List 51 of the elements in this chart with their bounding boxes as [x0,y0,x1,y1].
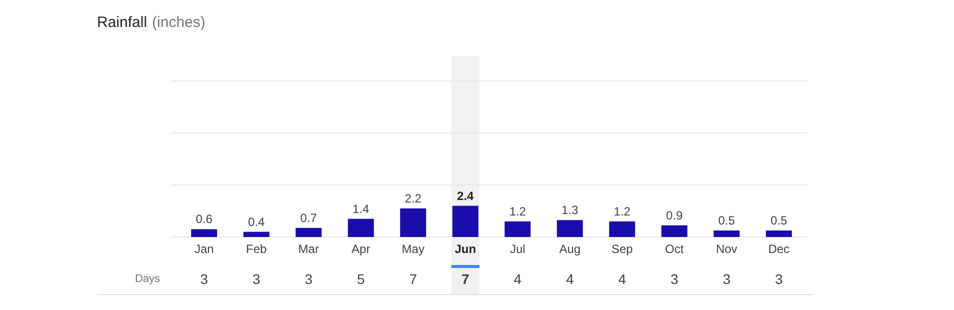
data-label: 0.9 [666,208,684,222]
bar [556,220,583,237]
data-label: 1.2 [614,204,631,218]
text: 3 [722,271,731,287]
x-tick-label: Sep [611,242,634,256]
text: 3 [304,271,313,287]
x-tick-label: Oct [665,242,684,256]
bar [766,230,792,237]
data-label: 0.5 [718,214,736,228]
x-tick-label: Dec [768,242,790,256]
x-tick-label: Jan [194,242,214,256]
x-tick-label: Nov [716,242,738,256]
x-tick-label: Jul [510,242,526,256]
text: 3 [200,271,208,287]
x-tick-label: Mar [298,242,319,256]
data-label: 0.7 [300,210,318,225]
text: 4 [566,271,574,287]
x-tick-label: Apr [352,242,370,256]
data-label: 0.5 [770,214,788,228]
chart-subtitle: (inches) [152,14,206,31]
data-label: 0.6 [196,212,213,226]
bar [661,225,688,237]
bar [609,221,636,237]
bar [348,218,374,237]
data-label: 1.4 [352,202,370,216]
bar [714,230,740,237]
text: 3 [670,271,678,287]
x-tick-label: Aug [559,242,581,256]
text: 3 [252,271,260,287]
text: 3 [774,271,783,287]
data-label: 1.2 [509,204,526,218]
text: 4 [618,271,626,287]
data-label: 2.4 [457,188,474,203]
text: 7 [461,271,470,287]
data-label: 2.2 [404,191,422,206]
x-tick-label: Feb [246,242,268,256]
data-label: 0.4 [248,214,266,229]
chart-title: Rainfall [97,14,148,31]
x-tick-label: May [402,242,424,256]
bar [243,232,270,237]
bar [452,206,478,237]
bar [504,221,531,237]
text: 5 [356,271,365,287]
text: 7 [409,271,418,287]
text: Days [134,273,160,285]
bar [191,229,218,237]
text: 4 [514,271,522,287]
bar [400,208,426,237]
x-tick-label: Jun [454,242,476,256]
bar [296,228,322,237]
data-label: 1.3 [562,203,579,218]
